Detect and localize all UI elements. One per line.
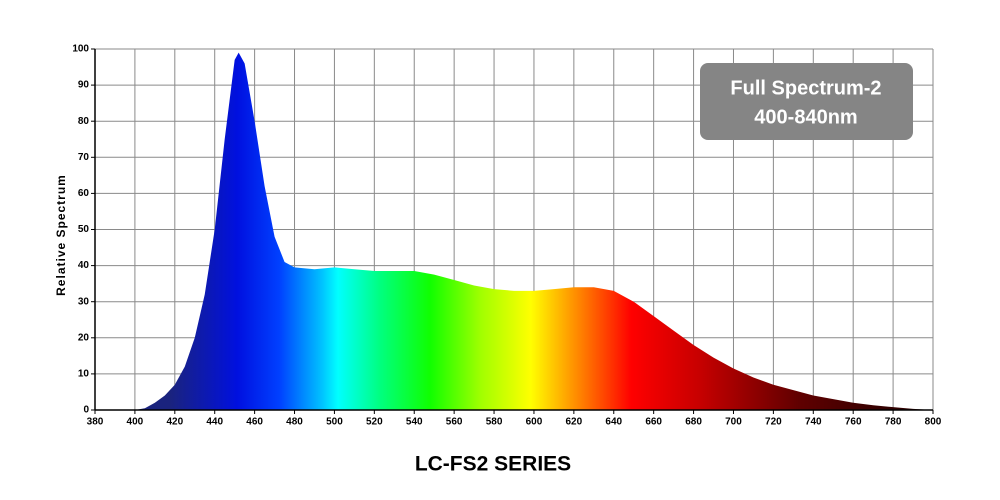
y-tick-label: 90 [78, 80, 90, 91]
y-tick-label: 0 [83, 405, 89, 416]
x-tick-label: 500 [326, 417, 343, 428]
x-tick-label: 520 [366, 417, 383, 428]
plot [95, 52, 933, 411]
y-tick-label: 80 [78, 116, 90, 127]
annotation-box [700, 63, 913, 140]
x-tick-label: 700 [725, 417, 742, 428]
y-tick-label: 50 [78, 224, 90, 235]
x-tick-label: 760 [845, 417, 862, 428]
annotation: Full Spectrum-2 [730, 77, 881, 99]
y-tick-label: 10 [78, 369, 90, 380]
x-tick-label: 380 [87, 417, 104, 428]
y-tick-label: 70 [78, 152, 90, 163]
y-axis-label: Relative Spectrum [54, 174, 68, 296]
y-tick-label: 100 [72, 44, 89, 55]
x-tick-label: 580 [486, 417, 503, 428]
y-tick-label: 20 [78, 332, 90, 343]
x-tick-label: 420 [166, 417, 183, 428]
x-tick-label: 460 [246, 417, 263, 428]
x-tick-label: 440 [206, 417, 223, 428]
caption: LC-FS2 SERIES [415, 453, 571, 476]
x-tick-label: 780 [885, 417, 902, 428]
x-tick-label: 620 [566, 417, 583, 428]
y-tick-label: 30 [78, 296, 90, 307]
y-tick-label: 60 [78, 188, 90, 199]
x-tick-label: 560 [446, 417, 463, 428]
x-tick-label: 800 [925, 417, 942, 428]
annotation: 400-840nm [754, 106, 857, 128]
x-tick-label: 640 [605, 417, 622, 428]
axes: 380 400 420 440 460 480 500 520 540 560 580 600 620 6… [72, 44, 941, 428]
y-tick-label: 40 [78, 260, 90, 271]
x-tick-label: 740 [805, 417, 822, 428]
x-tick-label: 660 [645, 417, 662, 428]
spectrum-area [95, 52, 933, 411]
x-tick-label: 400 [127, 417, 144, 428]
x-tick-label: 680 [685, 417, 702, 428]
x-tick-label: 720 [765, 417, 782, 428]
x-tick-label: 540 [406, 417, 423, 428]
x-tick-label: 480 [286, 417, 303, 428]
x-tick-label: 600 [526, 417, 543, 428]
